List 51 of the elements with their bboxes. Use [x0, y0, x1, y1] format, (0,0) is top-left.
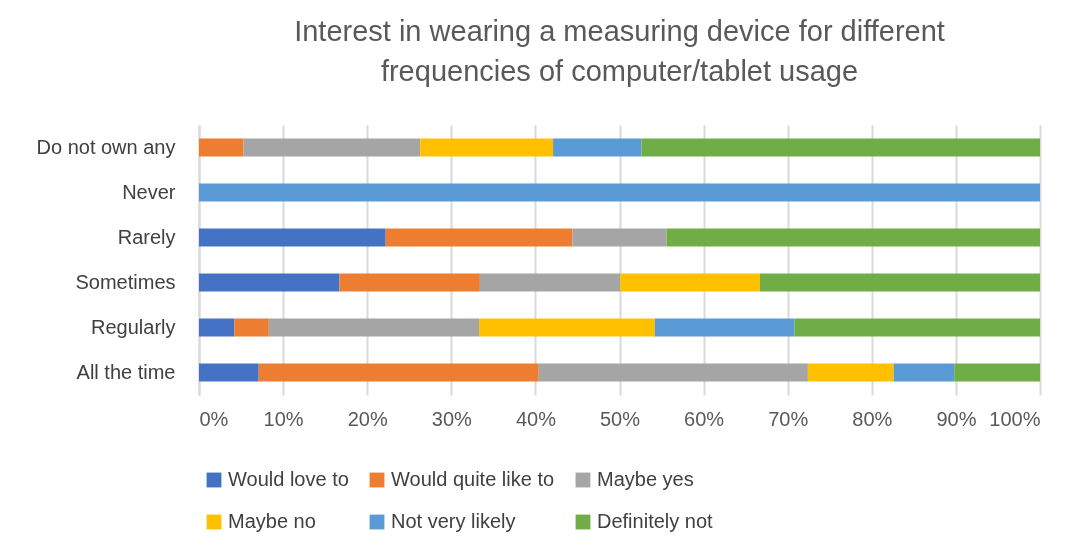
x-tick-label: 90% [936, 407, 977, 430]
x-tick-label: 30% [431, 407, 473, 430]
bar [199, 183, 1040, 202]
bar [385, 228, 573, 247]
bar [243, 138, 421, 157]
x-tick-label: 70% [768, 407, 809, 430]
x-tick-label: 80% [852, 407, 893, 430]
legend-label: Maybe yes [597, 468, 694, 490]
legend-label: Not very likely [391, 510, 516, 532]
x-tick-label: 100% [989, 407, 1041, 430]
y-tick-label: All the time [76, 360, 176, 383]
bar [666, 228, 1040, 247]
x-tick-label: 0% [199, 407, 229, 430]
y-tick-label: Do not own any [36, 135, 176, 158]
bar [620, 273, 760, 292]
legend-label: Would love to [228, 468, 349, 490]
x-tick-label: 60% [684, 407, 725, 430]
bar [479, 318, 655, 337]
bar [654, 318, 795, 337]
bar [234, 318, 269, 337]
bar [268, 318, 480, 337]
chart-title: Interest in wearing a measuring device for different frequencies of computer/tablet usage [294, 15, 945, 87]
x-tick-label: 20% [347, 407, 388, 430]
bar [199, 318, 235, 337]
bar [807, 363, 894, 382]
bar [479, 273, 621, 292]
legend-label: Would quite like to [391, 468, 555, 490]
bar [759, 273, 1040, 292]
bar [954, 363, 1040, 382]
y-tick-label: Regularly [91, 315, 176, 338]
bar [572, 228, 667, 247]
bar [794, 318, 1040, 337]
bar [641, 138, 1040, 157]
y-tick-label: Sometimes [75, 270, 176, 293]
x-tick-label: 50% [599, 407, 641, 430]
bar [420, 138, 554, 157]
bar [258, 363, 539, 382]
bar [199, 363, 259, 382]
y-tick-label: Rarely [117, 225, 176, 248]
y-tick-label: Never [122, 180, 176, 203]
legend-label: Maybe no [228, 510, 316, 532]
bar [553, 138, 642, 157]
legend-label: Definitely not [597, 510, 714, 532]
bar [199, 273, 340, 292]
bar [199, 228, 386, 247]
bar [199, 138, 244, 157]
x-tick-label: 10% [263, 407, 304, 430]
x-tick-label: 40% [515, 407, 557, 430]
bar [339, 273, 480, 292]
bar [893, 363, 955, 382]
bar [538, 363, 808, 382]
